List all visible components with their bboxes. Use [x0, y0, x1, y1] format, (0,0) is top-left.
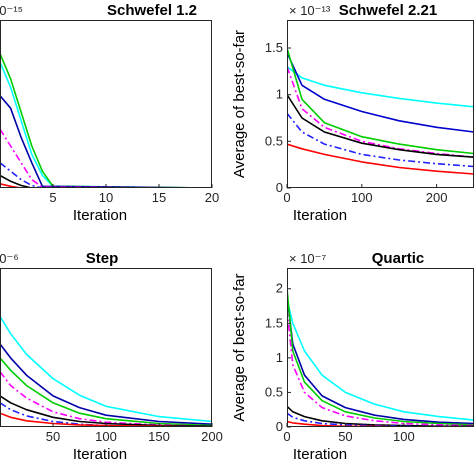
x-tick-label: 15: [152, 190, 166, 205]
series-line-2: [0, 343, 212, 425]
series-group: [0, 53, 212, 188]
x-axis-label: Iteration: [73, 207, 127, 224]
series-line-1: [287, 298, 474, 421]
axis-exponent: × 10⁻⁷: [289, 251, 327, 266]
x-tick-label: 5: [49, 190, 56, 205]
series-line-2: [0, 53, 212, 188]
x-tick-label: 50: [338, 429, 352, 444]
x-tick-label: 50: [46, 429, 60, 444]
series-line-2: [287, 52, 474, 133]
series-group: [287, 47, 474, 175]
y-tick-label: 2: [276, 281, 283, 296]
series-line-1: [0, 61, 212, 188]
axis-exponent: × 10⁻¹³: [289, 3, 331, 18]
x-tick-label: 0: [283, 429, 290, 444]
series-line-2: [287, 295, 474, 425]
chart-panel-3: 50 100 150 200 10⁻⁶ Step Iteration: [0, 250, 223, 463]
x-axis-label: Iteration: [293, 207, 347, 224]
x-axis-label: Iteration: [293, 446, 347, 463]
x-tick-label: 200: [426, 190, 448, 205]
x-tick-label: 100: [95, 429, 117, 444]
x-tick-label: 100: [351, 190, 373, 205]
series-line-3: [287, 47, 474, 155]
series-line-1: [287, 66, 474, 108]
series-group: [0, 315, 212, 427]
axis-exponent: 10⁻⁶: [0, 251, 19, 266]
series-line-4: [0, 128, 212, 188]
series-line-3: [0, 95, 212, 188]
chart-title: Step: [86, 250, 119, 267]
series-line-5: [0, 395, 212, 427]
series-group: [287, 288, 474, 427]
x-axis-label: Iteration: [73, 446, 127, 463]
y-axis-label: Average of best-so-far: [231, 273, 248, 421]
y-tick-label: 0: [276, 180, 283, 195]
series-line-5: [287, 94, 474, 158]
x-tick-label: 0: [283, 190, 290, 205]
y-tick-label: 0.5: [265, 384, 283, 399]
chart-title: Quartic: [372, 250, 425, 267]
chart-panel-1: 5 10 15 20 10⁻¹⁵ Schwefel 1.2 Iteration: [0, 2, 219, 224]
x-tick-label: 150: [148, 429, 170, 444]
y-tick-label: 1: [276, 350, 283, 365]
y-tick-label: 1.5: [265, 40, 283, 55]
x-tick-label: 20: [205, 190, 219, 205]
y-tick-label: 1.5: [265, 315, 283, 330]
axes-frame: [0, 268, 212, 427]
x-tick-label: 100: [393, 429, 415, 444]
x-tick-label: 200: [201, 429, 223, 444]
x-tick-label: 10: [99, 190, 113, 205]
series-line-6: [0, 174, 212, 188]
y-tick-label: 1: [276, 87, 283, 102]
series-line-1: [0, 315, 212, 423]
series-line-3: [0, 357, 212, 427]
axis-exponent: 10⁻¹⁵: [0, 3, 23, 18]
series-line-7: [287, 143, 474, 175]
series-line-3: [287, 288, 474, 426]
series-line-5: [0, 162, 212, 188]
y-tick-label: 0: [276, 419, 283, 434]
y-axis-label: Average of best-so-far: [231, 30, 248, 178]
chart-panel-2: 0 100 200 0 0.5 1 1.5 × 10⁻¹³ Schwefel 2.21 Itera…: [231, 2, 474, 224]
series-line-4: [287, 309, 474, 427]
y-tick-label: 0.5: [265, 133, 283, 148]
chart-title: Schwefel 2.21: [339, 2, 437, 19]
chart-title: Schwefel 1.2: [107, 2, 197, 19]
chart-panel-4: 0 50 100 0 0.5 1 1.5 2 × 10⁻⁷ Quartic Iteration Ave…: [231, 250, 474, 463]
